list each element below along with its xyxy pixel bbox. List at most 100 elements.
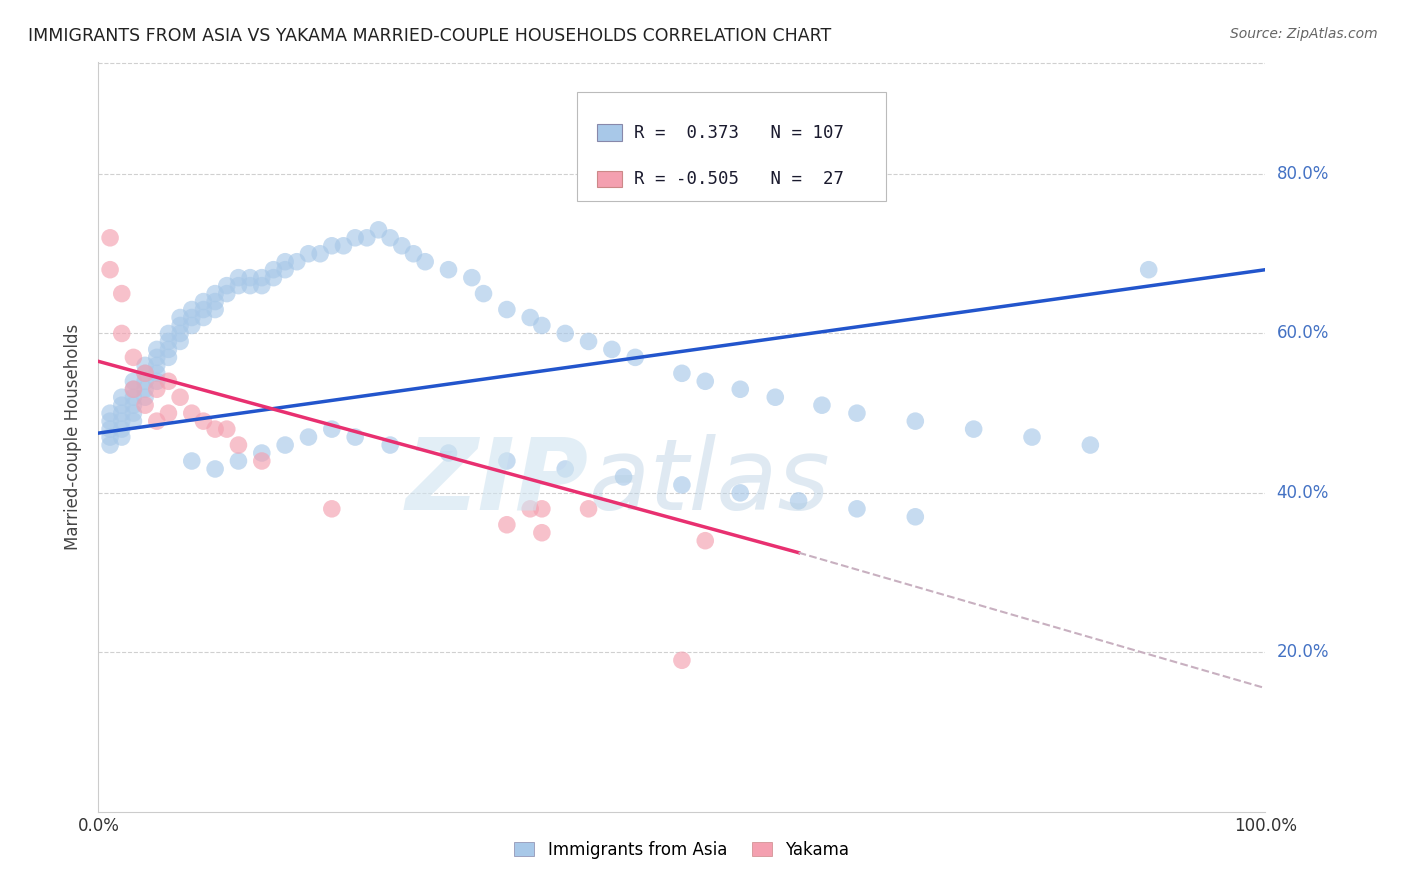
Point bbox=[169, 310, 191, 325]
Point bbox=[111, 326, 134, 341]
Point bbox=[239, 278, 262, 293]
Point bbox=[367, 223, 389, 237]
Point bbox=[671, 367, 693, 381]
Point bbox=[624, 351, 647, 365]
Point bbox=[962, 422, 984, 436]
Point bbox=[193, 414, 215, 428]
Point bbox=[122, 398, 145, 412]
Point bbox=[228, 454, 250, 468]
Point bbox=[730, 486, 752, 500]
Point bbox=[274, 254, 297, 268]
Point bbox=[193, 310, 215, 325]
Point bbox=[578, 334, 600, 349]
FancyBboxPatch shape bbox=[576, 93, 886, 201]
Point bbox=[904, 414, 927, 428]
Point bbox=[204, 302, 226, 317]
Point bbox=[250, 454, 273, 468]
Point bbox=[380, 231, 402, 245]
Point bbox=[98, 262, 121, 277]
Point bbox=[413, 254, 436, 268]
Point bbox=[169, 334, 191, 349]
Text: ZIP: ZIP bbox=[405, 434, 589, 531]
Point bbox=[180, 454, 202, 468]
Point bbox=[122, 406, 145, 420]
Point bbox=[193, 294, 215, 309]
Point bbox=[344, 430, 367, 444]
Point bbox=[356, 231, 378, 245]
Point bbox=[530, 525, 553, 540]
Point bbox=[600, 343, 623, 357]
Point bbox=[285, 254, 308, 268]
Point bbox=[111, 286, 134, 301]
Point bbox=[157, 351, 180, 365]
Point bbox=[496, 302, 519, 317]
Point bbox=[146, 414, 169, 428]
Point bbox=[250, 270, 273, 285]
Point bbox=[122, 414, 145, 428]
Point bbox=[122, 382, 145, 396]
Point bbox=[146, 374, 169, 388]
Point bbox=[811, 398, 834, 412]
Point bbox=[98, 438, 121, 452]
Point bbox=[461, 270, 484, 285]
Bar bbox=[596, 171, 623, 187]
Point bbox=[204, 462, 226, 476]
Point bbox=[180, 310, 202, 325]
Y-axis label: Married-couple Households: Married-couple Households bbox=[65, 324, 83, 550]
Point bbox=[530, 501, 553, 516]
Point bbox=[134, 374, 156, 388]
Point bbox=[98, 422, 121, 436]
Point bbox=[321, 239, 343, 253]
Point bbox=[98, 430, 121, 444]
Point bbox=[169, 318, 191, 333]
Point bbox=[215, 278, 238, 293]
Text: Source: ZipAtlas.com: Source: ZipAtlas.com bbox=[1230, 27, 1378, 41]
Point bbox=[321, 422, 343, 436]
Point bbox=[134, 367, 156, 381]
Point bbox=[519, 310, 541, 325]
Point bbox=[274, 438, 297, 452]
Point bbox=[134, 359, 156, 373]
Point bbox=[613, 470, 636, 484]
Point bbox=[763, 390, 786, 404]
Point bbox=[380, 438, 402, 452]
Point bbox=[846, 406, 869, 420]
Text: IMMIGRANTS FROM ASIA VS YAKAMA MARRIED-COUPLE HOUSEHOLDS CORRELATION CHART: IMMIGRANTS FROM ASIA VS YAKAMA MARRIED-C… bbox=[28, 27, 831, 45]
Point bbox=[122, 390, 145, 404]
Point bbox=[695, 374, 717, 388]
Text: atlas: atlas bbox=[589, 434, 830, 531]
Point bbox=[122, 382, 145, 396]
Point bbox=[134, 398, 156, 412]
Point bbox=[157, 343, 180, 357]
Point bbox=[904, 509, 927, 524]
Point bbox=[437, 262, 460, 277]
Point bbox=[321, 501, 343, 516]
Point bbox=[169, 390, 191, 404]
Point bbox=[496, 517, 519, 532]
Point bbox=[787, 493, 810, 508]
Point bbox=[530, 318, 553, 333]
Point bbox=[695, 533, 717, 548]
Point bbox=[671, 653, 693, 667]
Point bbox=[262, 270, 284, 285]
Point bbox=[111, 390, 134, 404]
Point bbox=[204, 286, 226, 301]
Point bbox=[180, 302, 202, 317]
Point bbox=[134, 390, 156, 404]
Point bbox=[578, 501, 600, 516]
Point bbox=[157, 334, 180, 349]
Point bbox=[111, 414, 134, 428]
Point bbox=[496, 454, 519, 468]
Point bbox=[204, 422, 226, 436]
Point bbox=[146, 367, 169, 381]
Point bbox=[111, 422, 134, 436]
Point bbox=[239, 270, 262, 285]
Point bbox=[146, 343, 169, 357]
Point bbox=[554, 462, 576, 476]
Point bbox=[250, 446, 273, 460]
Point bbox=[157, 374, 180, 388]
Point bbox=[98, 406, 121, 420]
Point bbox=[134, 382, 156, 396]
Point bbox=[437, 446, 460, 460]
Point bbox=[519, 501, 541, 516]
